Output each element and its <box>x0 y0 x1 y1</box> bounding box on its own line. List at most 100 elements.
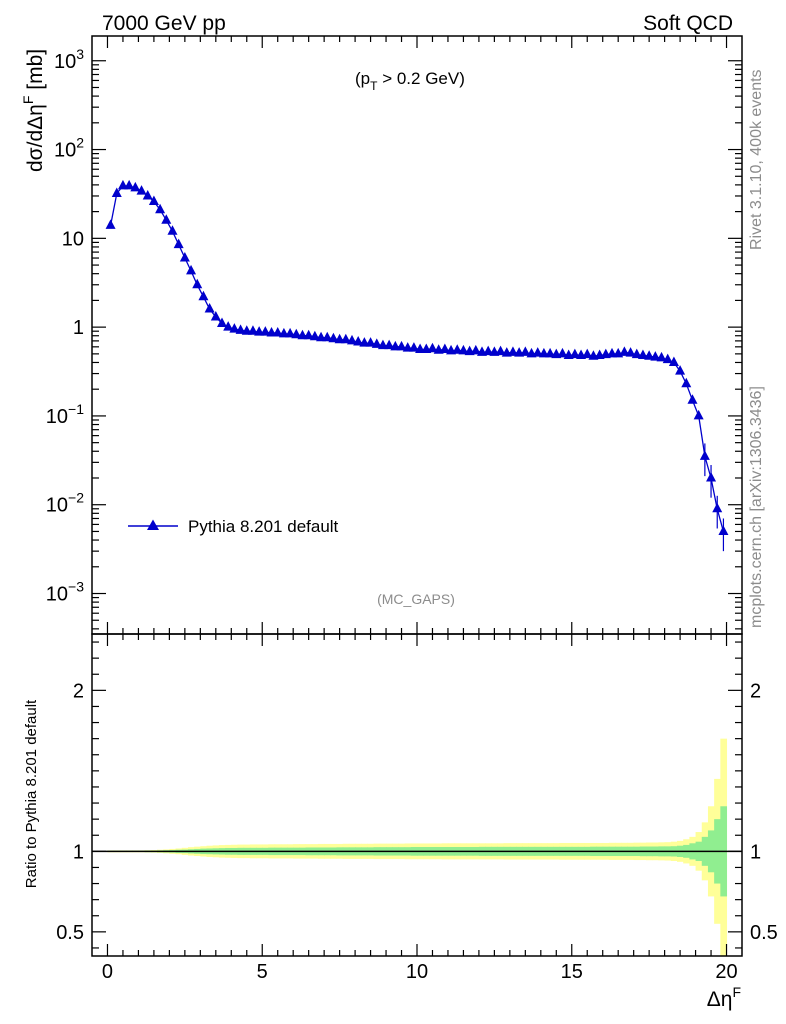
data-point <box>699 450 710 460</box>
data-point <box>408 342 419 352</box>
x-tick-label: 10 <box>406 961 428 983</box>
y-tick-label: 103 <box>54 46 84 73</box>
data-point <box>687 394 698 404</box>
data-point <box>668 356 679 366</box>
y-tick-label-base: 10 <box>46 584 68 606</box>
data-point <box>631 348 642 359</box>
data-point <box>204 303 215 313</box>
data-point <box>371 338 382 348</box>
data-point <box>662 353 673 364</box>
data-point <box>167 225 178 235</box>
legend-marker <box>147 519 159 530</box>
y-tick-label-base: 10 <box>54 51 76 73</box>
data-point <box>235 324 246 334</box>
ratio-y-axis-title: Ratio to Pythia 8.201 default <box>23 699 40 888</box>
y-tick-label: 1 <box>73 317 84 339</box>
data-point <box>644 350 655 360</box>
data-point <box>650 351 661 361</box>
main-ticks <box>92 36 742 634</box>
data-point <box>718 525 729 535</box>
data-point <box>347 334 357 345</box>
y-tick-label-exp: −3 <box>68 579 84 595</box>
legend: Pythia 8.201 default <box>128 517 339 536</box>
data-point <box>136 185 147 195</box>
data-point <box>582 348 593 359</box>
x-tick-label: 0 <box>102 961 113 983</box>
data-point <box>693 409 704 420</box>
y-tick-label-exp: −1 <box>68 401 84 417</box>
pt-cut-annotation: (pT > 0.2 GeV) <box>355 69 465 93</box>
y-tick-label: 10−2 <box>46 490 84 517</box>
main-y-axis-title: dσ/dΔηF [mb] <box>20 49 47 172</box>
data-point <box>155 203 166 214</box>
data-point <box>161 214 172 224</box>
data-point <box>507 346 518 356</box>
data-point <box>569 348 580 359</box>
data-point <box>458 344 469 355</box>
data-point <box>557 347 568 358</box>
y-tick-label: 102 <box>54 135 84 162</box>
data-point <box>223 321 234 331</box>
data-point <box>545 347 556 358</box>
data-point <box>309 330 320 341</box>
data-point <box>291 328 302 339</box>
data-point <box>452 344 463 354</box>
y-tick-label-base: 10 <box>46 406 68 428</box>
data-point <box>186 264 197 275</box>
rivet-version-label: Rivet 3.1.10, 400k events <box>748 69 765 250</box>
main-frame <box>91 35 743 635</box>
x-axis-title: ΔηF <box>707 984 741 1011</box>
data-point <box>142 189 153 200</box>
data-point <box>520 346 531 356</box>
ratio-frame <box>91 633 743 957</box>
data-point <box>470 344 481 355</box>
y-tick-label-base: 10 <box>54 140 76 162</box>
ratio-bands-layer <box>107 738 728 956</box>
data-point <box>260 326 271 336</box>
ratio-y-tick-label-right: 1 <box>750 841 761 863</box>
data-point <box>396 340 407 351</box>
ratio-panel: 0.5 0.5 1 1 2 2 <box>56 633 778 957</box>
data-point <box>712 502 723 513</box>
y-tick-label: 10−1 <box>46 401 84 428</box>
data-point <box>532 347 543 357</box>
data-point <box>353 336 364 346</box>
data-point <box>303 329 314 340</box>
data-point <box>483 345 494 356</box>
data-point <box>384 339 395 350</box>
data-point <box>706 471 717 482</box>
data-point <box>179 252 190 262</box>
main-series-layer <box>105 179 729 552</box>
data-point <box>173 238 184 249</box>
x-tick-labels: 0 5 10 15 20 <box>102 961 738 983</box>
data-point <box>198 290 209 301</box>
legend-entry-label: Pythia 8.201 default <box>188 517 339 536</box>
y-tick-label: 10 <box>62 228 84 250</box>
data-point <box>148 195 159 205</box>
data-point <box>247 325 258 335</box>
data-point <box>681 377 692 388</box>
y-tick-label-exp: 2 <box>76 135 84 151</box>
ratio-y-tick-label-left: 2 <box>73 680 84 702</box>
data-point <box>340 333 351 344</box>
data-point <box>637 349 648 359</box>
data-point <box>272 326 283 337</box>
y-tick-label-exp: 3 <box>76 46 84 62</box>
y-tick-label-base: 10 <box>46 495 68 517</box>
data-point <box>328 332 339 343</box>
data-point <box>229 323 240 333</box>
data-point <box>439 343 450 353</box>
data-point <box>105 219 116 229</box>
data-point <box>130 181 141 192</box>
data-point <box>111 187 122 197</box>
ratio-y-tick-label-right: 0.5 <box>750 922 778 944</box>
ratio-y-tick-label-left: 0.5 <box>56 922 84 944</box>
data-point <box>124 179 135 190</box>
analysis-watermark: (MC_GAPS) <box>377 591 455 607</box>
y-tick-label-exp: −2 <box>68 490 84 506</box>
data-point <box>365 337 376 347</box>
energy-label: 7000 GeV pp <box>102 12 226 35</box>
